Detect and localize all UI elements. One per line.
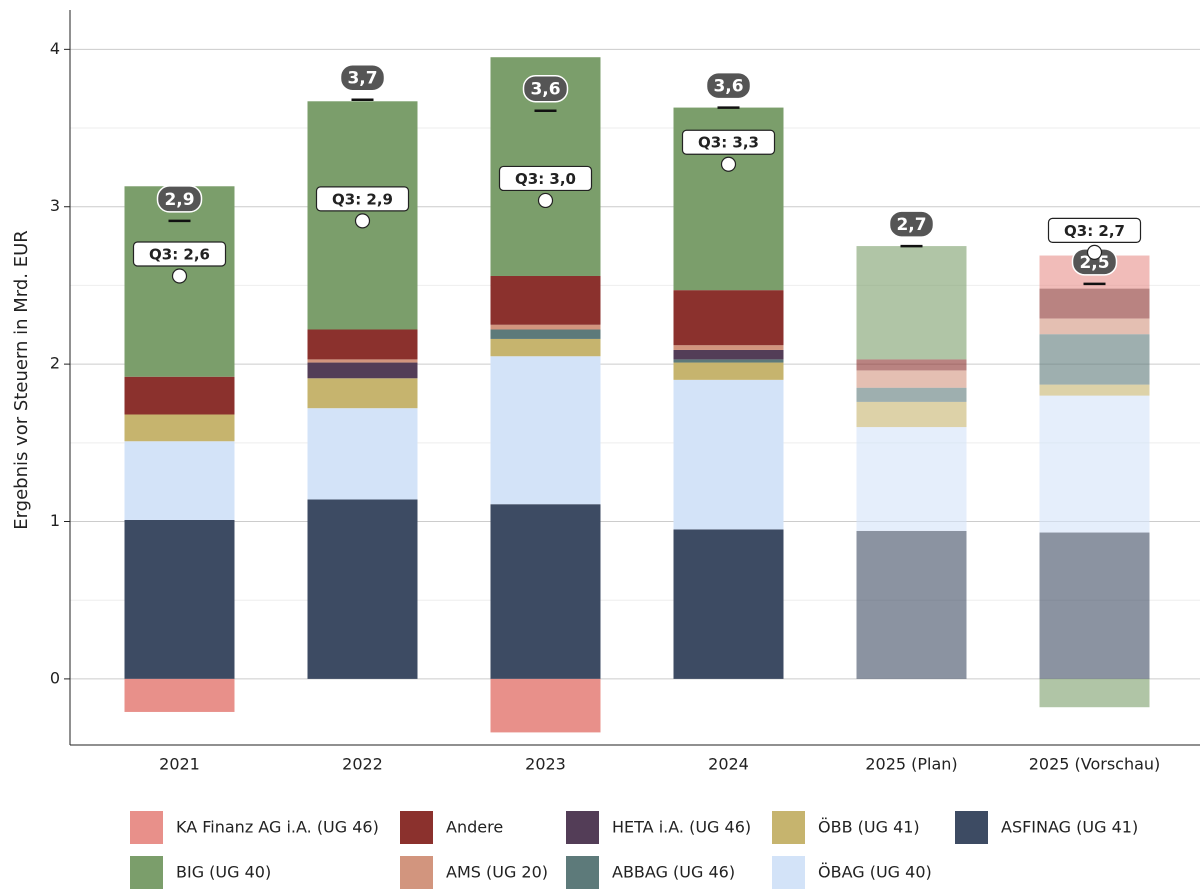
bar-segment [1039,532,1150,679]
total-label-box [339,63,386,92]
x-tick-label: 2025 (Plan) [865,755,957,774]
bar-segment [490,329,601,339]
legend-swatch [566,856,599,889]
total-label: 2,7 [896,215,926,235]
q3-marker [537,192,554,209]
bar-segment [490,504,601,679]
q3-label-box [1047,217,1142,243]
legend-label: Andere [446,818,503,837]
bar-segment [307,378,418,409]
total-label: 3,6 [530,80,560,100]
bar-segment [673,529,784,679]
q3-label-box [315,186,410,212]
q3-label-box [132,241,227,267]
total-label-box [888,210,935,238]
y-axis-label: Ergebnis vor Steuern in Mrd. EUR [11,230,32,530]
bar-segment [856,427,967,531]
q3-marker [720,156,737,172]
bar-segment [856,370,967,388]
bar-segment [673,349,784,360]
bar-segment [124,414,235,442]
bar-segment [124,678,235,712]
x-tick-label: 2022 [342,755,383,774]
total-label: 3,6 [713,77,743,97]
y-tick-label: 2 [50,354,60,373]
legend-label: ABBAG (UG 46) [612,863,735,882]
x-tick-label: 2021 [159,755,200,774]
bar-segment [307,359,418,363]
bar-segment [673,362,784,380]
y-tick-label: 3 [50,196,60,215]
x-tick-label: 2023 [525,755,566,774]
bar-segment [1039,384,1150,396]
q3-marker [1086,244,1103,260]
legend-swatch [130,856,163,889]
bar-segment [124,376,235,415]
bar-segment [307,329,418,360]
y-tick-label: 1 [50,511,60,530]
bar-segment [490,338,601,357]
bar-segment [490,324,601,330]
bar-segment [307,362,418,379]
bar-segment [1039,288,1150,319]
bar-segment [1039,334,1150,385]
bar-segment [124,519,235,679]
bar-segment [490,275,601,325]
legend-swatch [772,811,805,844]
legend-label: HETA i.A. (UG 46) [612,818,751,837]
bar-segment [856,401,967,428]
bar-segment [490,678,601,733]
legend-label: AMS (UG 20) [446,863,548,882]
legend-label: ÖBB (UG 41) [818,818,920,837]
bar-segment [1039,678,1150,708]
total-label: 2,9 [164,190,194,210]
total-label: 3,7 [347,69,377,89]
legend-swatch [955,811,988,844]
total-label-box [156,185,203,213]
q3-label: Q3: 3,3 [698,134,759,152]
x-tick-label: 2025 (Vorschau) [1029,755,1161,774]
total-label-box [522,74,569,103]
bar-segment [673,345,784,350]
legend-swatch [772,856,805,889]
legend-label: KA Finanz AG i.A. (UG 46) [176,818,379,837]
legend-swatch [400,856,433,889]
legend-swatch [400,811,433,844]
q3-label: Q3: 2,9 [332,190,393,208]
q3-label: Q3: 2,7 [1064,222,1125,240]
bar-segment [307,408,418,500]
bar-segment [307,499,418,679]
legend-swatch [130,811,163,844]
q3-label: Q3: 2,6 [149,245,210,263]
bar-segment [856,246,967,360]
legend-swatch [566,811,599,844]
bar-segment [490,356,601,505]
bar-segment [856,359,967,371]
y-tick-label: 0 [50,668,60,687]
bar-segment [1039,318,1150,335]
bar-segment [673,290,784,346]
total-label: 2,5 [1079,253,1109,273]
q3-marker [171,268,188,284]
q3-label-box [498,165,593,192]
q3-label: Q3: 3,0 [515,170,576,188]
bar-segment [856,387,967,402]
x-tick-label: 2024 [708,755,749,774]
bar-segment [124,441,235,520]
legend-label: ÖBAG (UG 40) [818,863,932,882]
bar-segment [673,359,784,363]
total-label-box [705,71,752,100]
bar-segment [673,379,784,530]
q3-marker [354,213,371,229]
y-tick-label: 4 [50,39,60,58]
legend-label: BIG (UG 40) [176,863,271,882]
bar-segment [856,530,967,679]
legend-label: ASFINAG (UG 41) [1001,818,1138,837]
bar-segment [1039,395,1150,533]
q3-label-box [681,129,776,155]
